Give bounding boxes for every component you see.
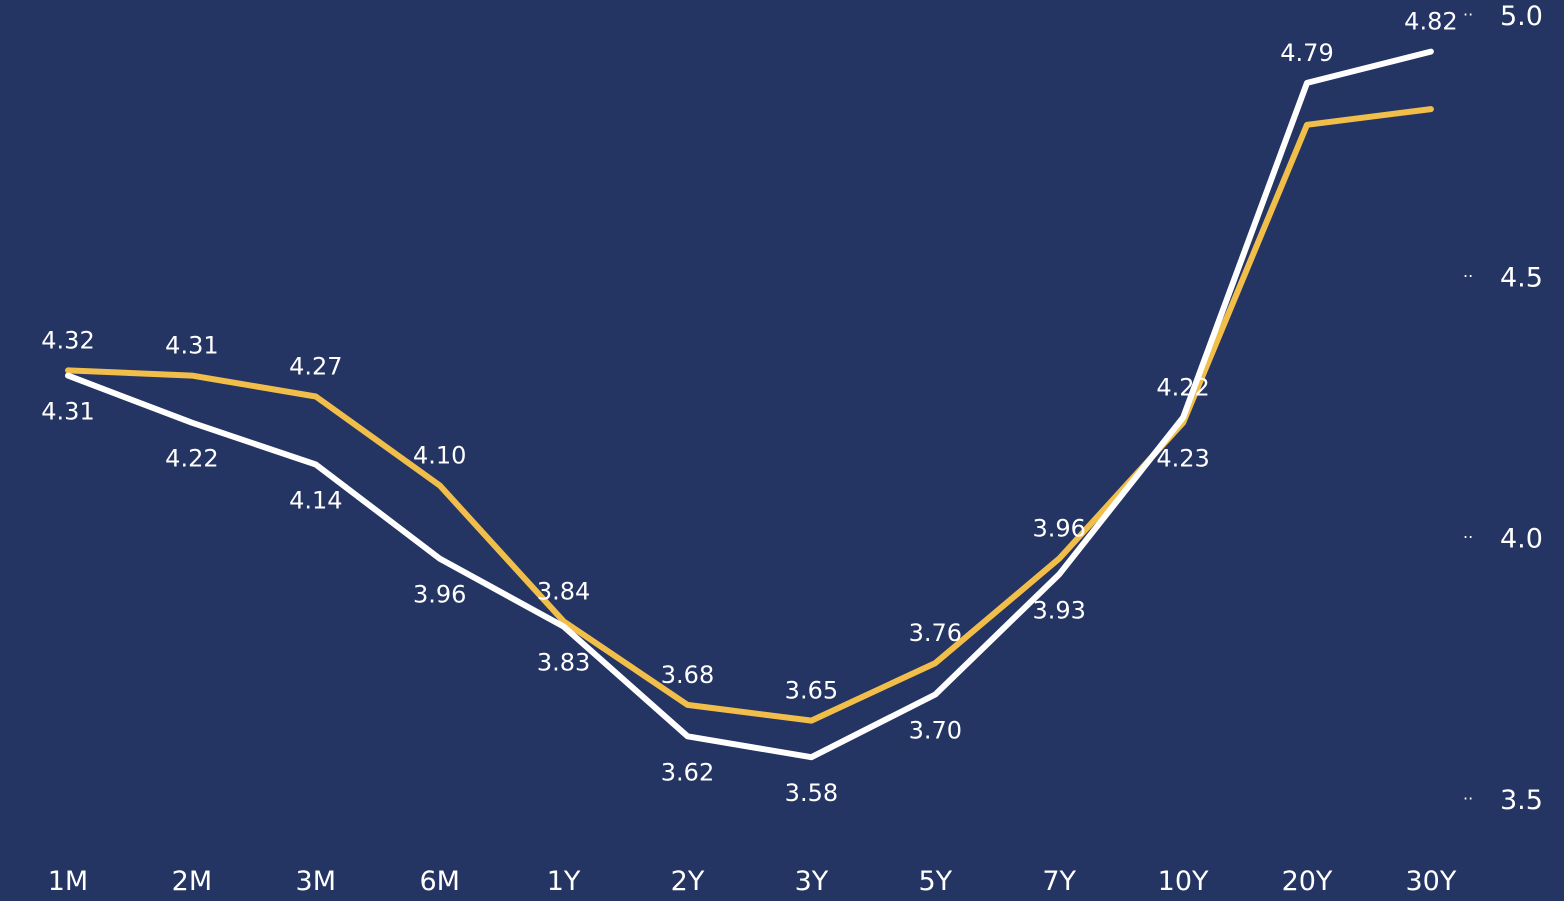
data-labels: 4.32 4.31 4.31 4.22 4.27 4.14 4.10 3.96 3.84 3.83…: [41, 8, 1457, 808]
data-label: 3.68: [661, 661, 714, 689]
data-label: 3.70: [909, 716, 962, 744]
x-tick-label: 6M: [419, 866, 459, 897]
y-tick-marker: ··: [1463, 789, 1473, 808]
data-label: 4.22: [1156, 373, 1209, 401]
data-label: 4.31: [165, 332, 218, 360]
y-tick-label: 5.0: [1500, 1, 1543, 32]
data-label: 3.76: [909, 619, 962, 647]
data-label: 3.83: [537, 649, 590, 677]
data-label: 3.58: [785, 779, 838, 807]
data-label: 3.65: [785, 677, 838, 705]
y-tick-label: 4.0: [1500, 524, 1543, 555]
data-label: 4.82: [1404, 8, 1457, 36]
x-tick-label: 30Y: [1405, 866, 1456, 897]
x-tick-label: 2M: [172, 866, 212, 897]
data-label: 3.62: [661, 758, 714, 786]
y-tick-marker: ··: [1463, 266, 1473, 285]
x-axis: 1M 2M 3M 6M 1Y 2Y 3Y 5Y 7Y 10Y 20Y 30Y: [48, 866, 1457, 897]
x-tick-label: 2Y: [671, 866, 705, 897]
x-tick-label: 10Y: [1158, 866, 1209, 897]
data-label: 4.79: [1280, 39, 1333, 67]
data-label: 4.22: [165, 445, 218, 473]
x-tick-label: 20Y: [1282, 866, 1333, 897]
x-tick-label: 5Y: [918, 866, 952, 897]
series-line-2: [65, 48, 1434, 761]
data-label: 3.93: [1032, 596, 1085, 624]
x-tick-label: 3Y: [795, 866, 829, 897]
series-line-1: [65, 106, 1434, 724]
y-tick-marker: ··: [1463, 5, 1473, 24]
data-label: 4.32: [41, 326, 94, 354]
data-label: 4.31: [41, 398, 94, 426]
x-tick-label: 1Y: [547, 866, 581, 897]
y-tick-label: 3.5: [1500, 785, 1543, 816]
data-label: 3.96: [413, 581, 466, 609]
data-label: 4.27: [289, 353, 342, 381]
y-tick-label: 4.5: [1500, 262, 1543, 293]
data-label: 3.84: [537, 577, 590, 605]
x-tick-label: 1M: [48, 866, 88, 897]
series-lines: [65, 48, 1434, 761]
x-tick-label: 3M: [296, 866, 336, 897]
x-tick-label: 7Y: [1042, 866, 1076, 897]
data-label: 4.14: [289, 486, 342, 514]
y-axis: ·· 3.5 ·· 4.0 ·· 4.5 ·· 5.0: [1463, 1, 1543, 816]
data-label: 4.10: [413, 441, 466, 469]
data-label: 3.96: [1032, 515, 1085, 543]
y-tick-marker: ··: [1463, 528, 1473, 547]
data-label: 4.23: [1156, 445, 1209, 473]
